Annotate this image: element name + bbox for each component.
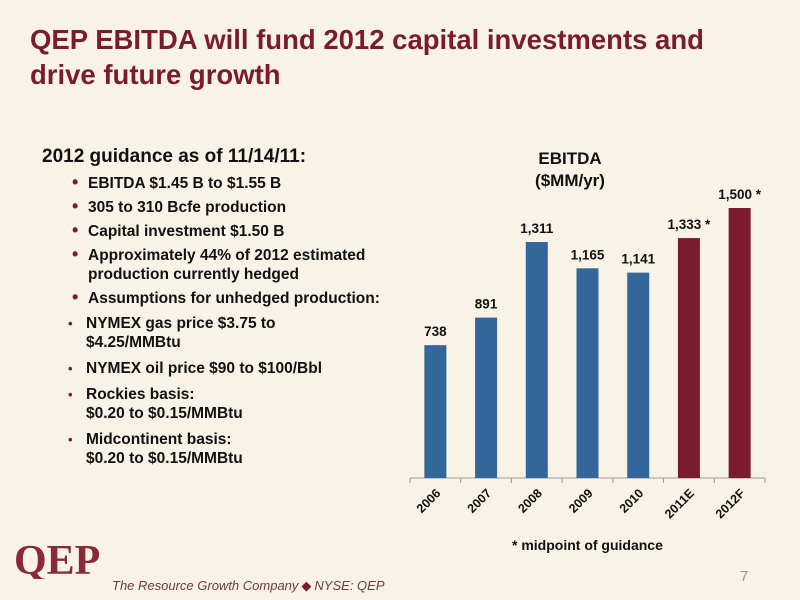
chart-title: EBITDA ($MM/yr) bbox=[510, 148, 630, 192]
assumption-item: Midcontinent basis: $0.20 to $0.15/MMBtu bbox=[42, 430, 422, 468]
bar-2012f bbox=[728, 208, 751, 478]
guidance-bullet: Approximately 44% of 2012 estimated prod… bbox=[42, 245, 422, 284]
category-label: 2011E bbox=[662, 486, 697, 521]
assumption-line: $4.25/MMBtu bbox=[86, 334, 181, 351]
data-label: 1,500 * bbox=[718, 187, 762, 202]
assumption-line: $0.20 to $0.15/MMBtu bbox=[86, 450, 243, 467]
assumption-item: NYMEX gas price $3.75 to $4.25/MMBtu bbox=[42, 314, 422, 352]
assumption-item: NYMEX oil price $90 to $100/Bbl bbox=[42, 359, 422, 378]
slide-title: QEP EBITDA will fund 2012 capital invest… bbox=[30, 24, 704, 90]
data-label: 891 bbox=[475, 297, 498, 312]
data-label: 1,333 * bbox=[668, 217, 712, 232]
guidance-bullet: Assumptions for unhedged production: bbox=[88, 290, 380, 307]
data-label: 1,141 bbox=[621, 252, 655, 267]
guidance-list: EBITDA $1.45 B to $1.55 B 305 to 310 Bcf… bbox=[42, 173, 422, 468]
page-number: 7 bbox=[740, 568, 749, 585]
guidance-panel: 2012 guidance as of 11/14/11: EBITDA $1.… bbox=[42, 146, 422, 475]
category-label: 2008 bbox=[515, 486, 545, 516]
bar-2009 bbox=[576, 268, 599, 478]
guidance-bullet: EBITDA $1.45 B to $1.55 B bbox=[42, 173, 422, 193]
assumptions-sublist: NYMEX gas price $3.75 to $4.25/MMBtu NYM… bbox=[68, 314, 422, 468]
footnote: * midpoint of guidance bbox=[512, 537, 663, 553]
chart-title-line: EBITDA bbox=[538, 149, 602, 168]
assumption-item: Rockies basis: $0.20 to $0.15/MMBtu bbox=[42, 385, 422, 423]
guidance-bullet: Capital investment $1.50 B bbox=[42, 221, 422, 241]
chart-subtitle-line: ($MM/yr) bbox=[535, 171, 605, 190]
tagline-ticker: NYSE: QEP bbox=[314, 578, 385, 593]
category-label: 2006 bbox=[414, 486, 444, 516]
category-label: 2007 bbox=[465, 486, 495, 516]
tagline-company: The Resource Growth Company bbox=[112, 578, 299, 593]
category-label: 2010 bbox=[617, 486, 647, 516]
data-label: 1,165 bbox=[571, 247, 605, 262]
bar-2010 bbox=[627, 272, 650, 478]
assumption-line: Rockies basis: bbox=[86, 386, 195, 403]
bar-2007 bbox=[475, 317, 498, 478]
bar-2006 bbox=[424, 345, 447, 478]
bar-2011e bbox=[677, 238, 700, 478]
data-label: 738 bbox=[424, 324, 447, 339]
category-label: 2012F bbox=[713, 486, 748, 521]
assumption-line: $0.20 to $0.15/MMBtu bbox=[86, 405, 243, 422]
bar-2008 bbox=[525, 242, 548, 478]
logo-text: QEP bbox=[14, 539, 100, 579]
diamond-icon: ◆ bbox=[301, 578, 312, 593]
assumption-line: NYMEX gas price $3.75 to bbox=[86, 315, 276, 332]
guidance-bullet-with-sub: Assumptions for unhedged production: NYM… bbox=[42, 288, 422, 468]
assumption-line: NYMEX oil price $90 to $100/Bbl bbox=[86, 360, 323, 377]
assumption-line: Midcontinent basis: bbox=[86, 431, 232, 448]
data-label: 1,311 bbox=[520, 221, 554, 236]
qep-logo-icon: QEP bbox=[14, 539, 100, 579]
guidance-heading: 2012 guidance as of 11/14/11: bbox=[42, 146, 307, 167]
category-label: 2009 bbox=[566, 486, 596, 516]
tagline: The Resource Growth Company ◆ NYSE: QEP bbox=[112, 578, 385, 594]
guidance-bullet: 305 to 310 Bcfe production bbox=[42, 197, 422, 217]
